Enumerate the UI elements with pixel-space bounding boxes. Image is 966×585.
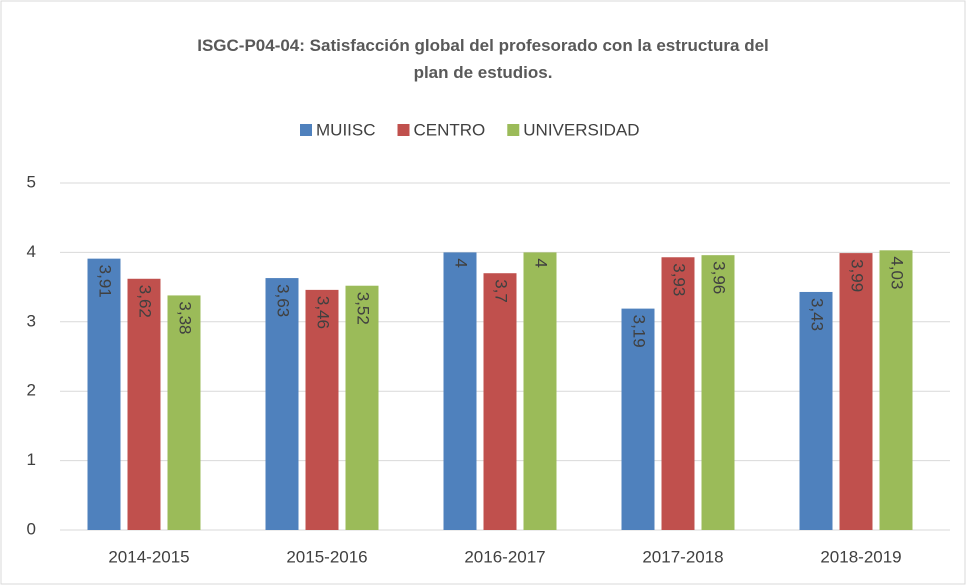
value-label: 3,93: [670, 263, 689, 296]
value-label: 4,03: [888, 256, 907, 289]
y-tick-label: 5: [27, 172, 36, 191]
value-label: 3,96: [710, 261, 729, 294]
legend-swatch: [397, 124, 410, 136]
bar: [701, 255, 735, 530]
chart-title: ISGC-P04-04: Satisfacción global del pro…: [197, 36, 769, 82]
bar: [443, 252, 477, 530]
value-label: 3,63: [274, 284, 293, 317]
y-tick-label: 0: [27, 519, 36, 538]
y-tick-label: 1: [27, 450, 36, 469]
value-label: 3,52: [354, 292, 373, 325]
bar: [799, 291, 833, 530]
x-tick-label: 2014-2015: [108, 547, 189, 566]
bar: [265, 278, 299, 530]
value-label: 3,38: [176, 301, 195, 334]
value-label: 4: [452, 258, 471, 267]
bar: [879, 250, 913, 530]
value-label: 3,43: [808, 298, 827, 331]
x-tick-label: 2018-2019: [820, 547, 901, 566]
value-label: 3,62: [136, 285, 155, 318]
bar: [839, 253, 873, 530]
value-label: 3,7: [492, 279, 511, 303]
y-tick-label: 3: [27, 311, 36, 330]
y-tick-label: 2: [27, 381, 36, 400]
bar: [483, 273, 517, 530]
value-label: 3,91: [96, 265, 115, 298]
bar: [345, 285, 379, 530]
legend-label: UNIVERSIDAD: [523, 120, 639, 139]
bar: [621, 308, 655, 530]
bar: [661, 257, 695, 530]
value-label: 4: [532, 258, 551, 267]
value-label: 3,19: [630, 315, 649, 348]
value-label: 3,46: [314, 296, 333, 329]
legend-swatch: [507, 124, 520, 136]
bar: [305, 289, 339, 530]
legend-swatch: [300, 124, 312, 136]
bar: [87, 258, 121, 530]
bar: [167, 295, 201, 530]
y-tick-label: 4: [27, 242, 36, 261]
x-tick-label: 2016-2017: [464, 547, 545, 566]
legend-label: MUIISC: [316, 120, 376, 139]
bar: [127, 278, 161, 530]
x-tick-label: 2017-2018: [642, 547, 723, 566]
x-tick-label: 2015-2016: [286, 547, 367, 566]
bar: [523, 252, 557, 530]
value-label: 3,99: [848, 259, 867, 292]
legend-label: CENTRO: [414, 120, 486, 139]
